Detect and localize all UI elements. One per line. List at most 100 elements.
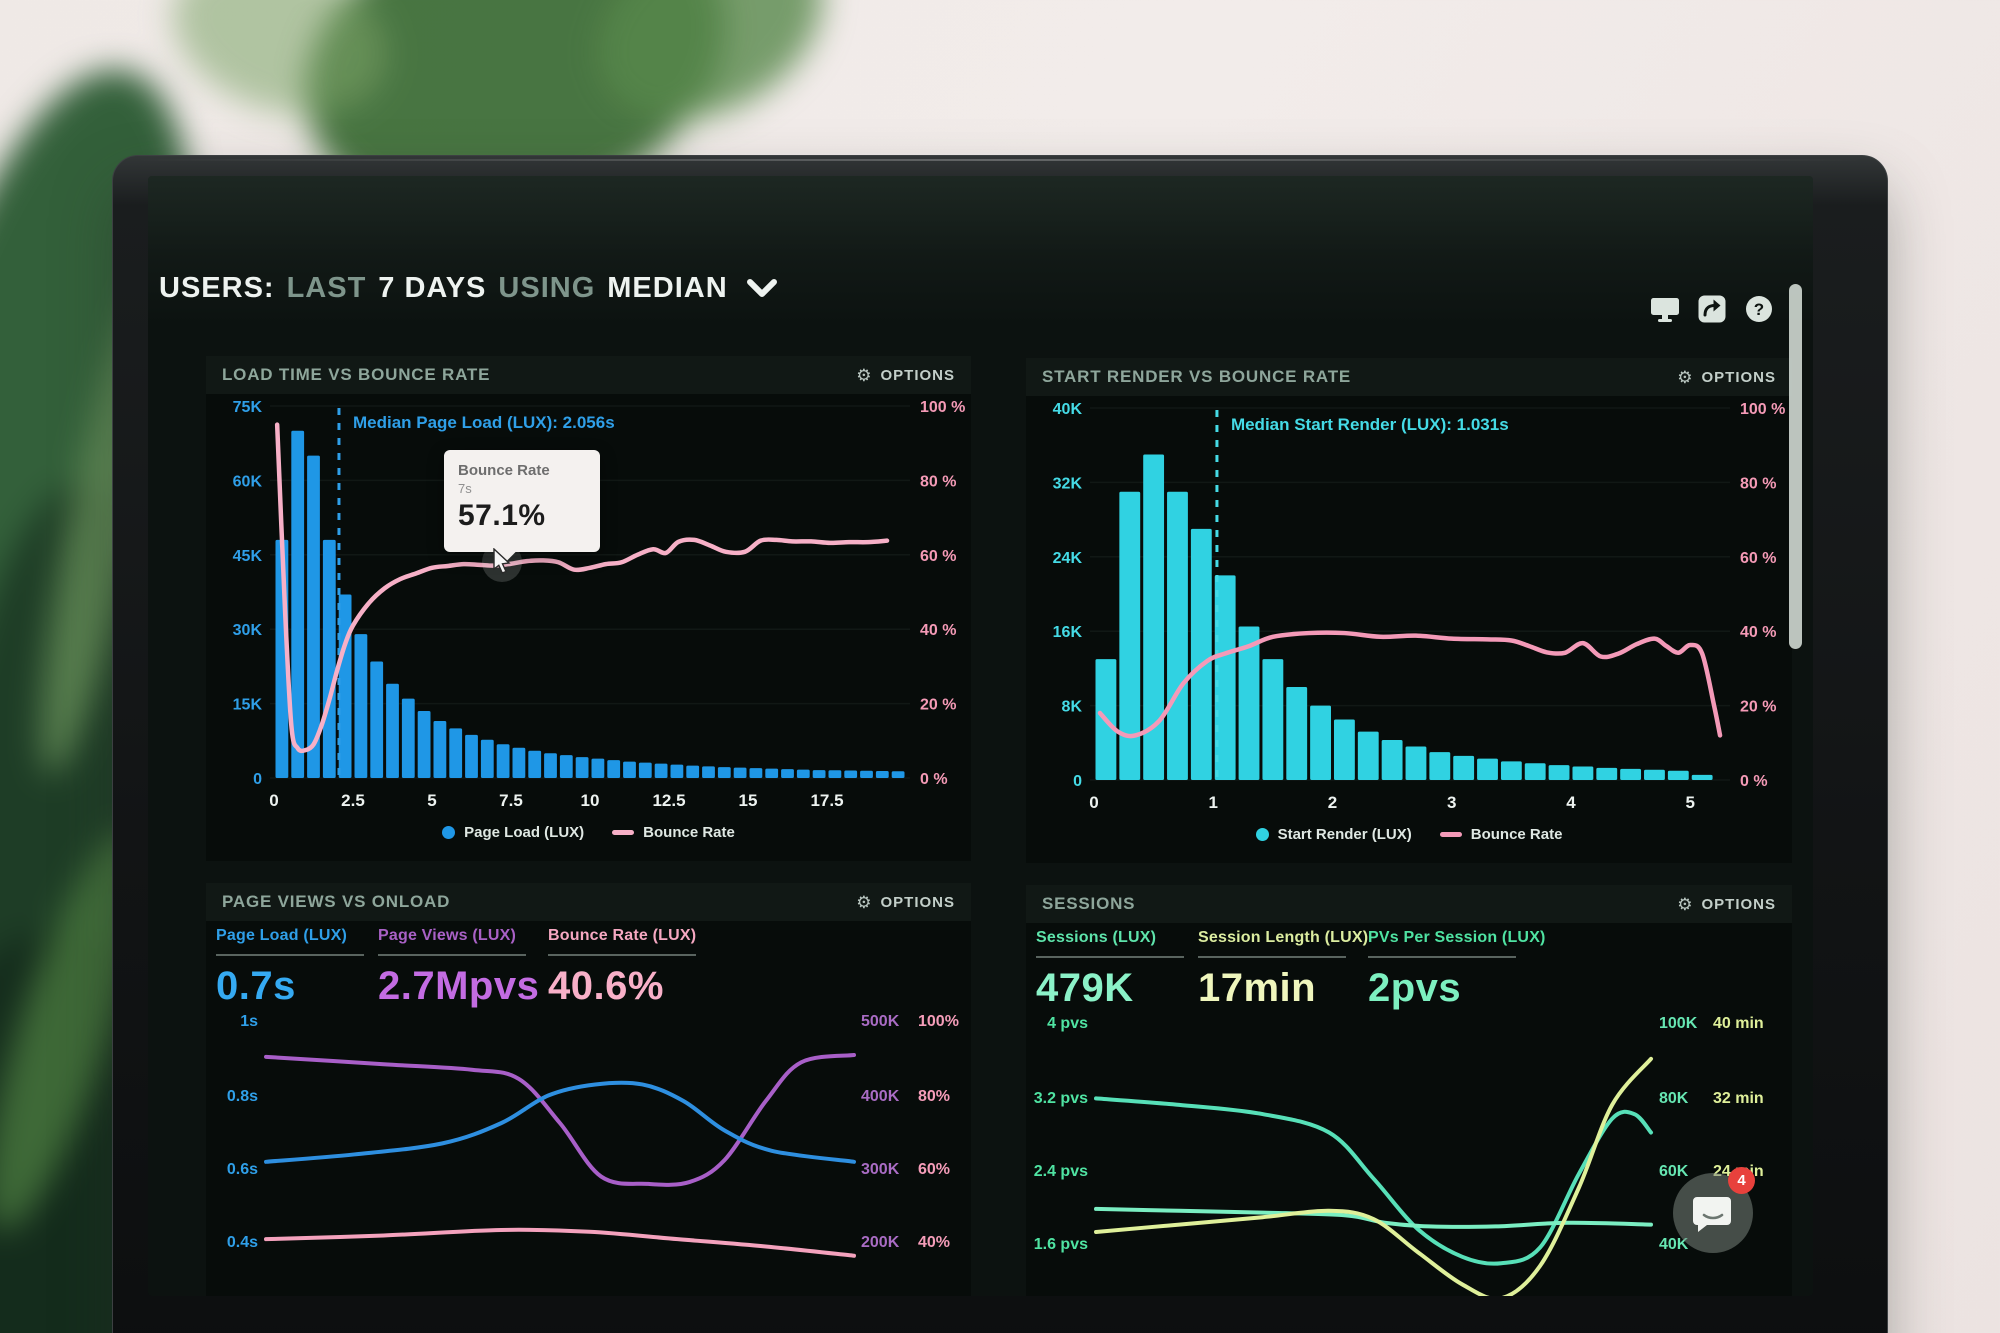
bar — [1548, 765, 1570, 780]
chat-widget-button[interactable]: 4 — [1673, 1167, 1755, 1253]
metrics-row: Page Load (LUX) 0.7s Page Views (LUX) 2.… — [206, 927, 971, 1008]
legend-line-marker — [1439, 831, 1462, 837]
bar — [891, 771, 905, 778]
right-axis-tick: 40K — [1659, 1236, 1689, 1253]
display-icon[interactable] — [1649, 294, 1681, 324]
right-axis-tick: 0 % — [1740, 773, 1768, 790]
metric-label: Page Views (LUX) — [378, 927, 517, 944]
bar — [512, 747, 526, 778]
bar — [1453, 755, 1475, 780]
left-axis-tick: 0 — [253, 771, 262, 788]
right-axis-tick: 60% — [918, 1161, 950, 1178]
title-word: USERS: — [159, 272, 275, 304]
metric-label: Page Load (LUX) — [216, 927, 348, 944]
bar — [354, 634, 368, 778]
bar — [1691, 774, 1713, 780]
x-axis-tick: 0 — [269, 791, 278, 810]
x-axis-tick: 7.5 — [499, 791, 523, 810]
bar — [1500, 761, 1522, 780]
options-button[interactable]: ⚙ OPTIONS — [856, 892, 955, 912]
left-axis-tick: 24K — [1053, 550, 1083, 567]
left-axis-tick: 75K — [233, 399, 263, 416]
bar — [749, 768, 763, 778]
left-axis-tick: 32K — [1053, 475, 1083, 492]
bounce-rate-line — [1097, 630, 1723, 739]
metric-underline — [1198, 956, 1346, 958]
bar — [480, 739, 494, 778]
bar — [465, 734, 478, 778]
notification-badge: 4 — [1728, 1167, 1755, 1194]
options-button[interactable]: ⚙ OPTIONS — [856, 365, 955, 385]
x-axis-tick: 15 — [739, 791, 758, 810]
right-axis-tick: 80 % — [1740, 475, 1776, 492]
help-icon[interactable]: ? — [1743, 294, 1775, 324]
right-axis-tick: 300K — [861, 1161, 900, 1178]
title-word: LAST — [286, 272, 367, 304]
legend-item[interactable]: Bounce Rate — [1439, 826, 1562, 843]
chat-bubble-icon — [1693, 1197, 1731, 1232]
panel-load-time-vs-bounce-rate: LOAD TIME VS BOUNCE RATE ⚙ OPTIONS 75K 10… — [206, 356, 971, 861]
sessions-chart-canvas: 4 pvs 100K 40 min 3.2 pvs 80K 32 min 2.4 pvs 60… — [1034, 1015, 1764, 1296]
bar — [338, 594, 352, 778]
left-axis-tick: 0 — [1073, 773, 1082, 790]
left-axis-tick: 0.6s — [227, 1161, 258, 1178]
legend-item[interactable]: Bounce Rate — [612, 824, 735, 841]
chart-tooltip: Bounce Rate 7s 57.1% — [444, 450, 600, 552]
left-axis-tick: 4 pvs — [1047, 1015, 1088, 1032]
metric-sessions: Sessions (LUX) 479K — [1036, 929, 1226, 1011]
metric-label: Bounce Rate (LUX) — [548, 927, 697, 944]
bounce-rate-line — [274, 422, 890, 754]
metric-bounce-rate: Bounce Rate (LUX) 40.6% — [548, 927, 738, 1009]
metric-underline — [1368, 956, 1516, 958]
scrollbar-thumb[interactable] — [1789, 284, 1802, 649]
legend-item[interactable]: Page Load (LUX) — [442, 824, 584, 841]
metric-underline — [548, 954, 696, 956]
metric-value: 2.7Mpvs — [378, 964, 540, 1008]
bar — [307, 455, 320, 778]
share-icon[interactable] — [1696, 294, 1728, 324]
bar — [1667, 770, 1689, 780]
tooltip-value: 57.1% — [458, 499, 546, 532]
left-axis-tick: 1s — [240, 1013, 258, 1030]
right-axis-tick: 40 % — [920, 622, 956, 639]
legend-label: Bounce Rate — [643, 823, 735, 841]
bar — [544, 753, 557, 778]
bar — [702, 766, 715, 778]
bar — [401, 698, 415, 778]
options-button[interactable]: ⚙ OPTIONS — [1677, 894, 1776, 914]
x-axis-tick: 2.5 — [341, 791, 365, 810]
right-axis-tick: 100% — [918, 1013, 959, 1030]
median-label: Median Page Load (LUX): 2.056s — [353, 413, 615, 432]
chart-legend: Start Render (LUX) Bounce Rate — [1026, 820, 1792, 848]
median-label: Median Start Render (LUX): 1.031s — [1231, 415, 1509, 434]
metric-session-length: Session Length (LUX) 17min — [1198, 929, 1388, 1011]
right-axis-tick: 20 % — [920, 697, 956, 714]
x-axis-tick: 4 — [1566, 793, 1576, 812]
bar — [433, 720, 447, 778]
metric-label: Session Length (LUX) — [1198, 929, 1369, 946]
right-axis-tick: 80K — [1659, 1090, 1689, 1107]
line-series-sessions — [1094, 1096, 1653, 1266]
bar — [1286, 687, 1308, 780]
chart-legend: Page Load (LUX) Bounce Rate — [206, 818, 971, 846]
options-button[interactable]: ⚙ OPTIONS — [1677, 367, 1776, 387]
right-axis-tick: 80% — [918, 1088, 950, 1105]
chevron-down-icon[interactable] — [746, 278, 777, 299]
load-time-chart-canvas: 75K 100 % 60K 80 % 45K 60 % 30K 40 % 15K 20 % 0 0 %… — [233, 399, 966, 810]
left-axis-tick: 1.6 pvs — [1034, 1236, 1088, 1253]
bar — [844, 770, 858, 778]
bar — [449, 728, 463, 778]
x-axis-tick: 17.5 — [810, 791, 843, 810]
metric-value: 0.7s — [216, 964, 296, 1008]
line-series-page-views — [264, 1052, 856, 1187]
left-axis-tick: 15K — [233, 697, 263, 714]
right-axis-tick: 60 % — [1740, 550, 1776, 567]
x-axis-tick: 3 — [1447, 793, 1456, 812]
bar — [291, 430, 305, 778]
bar — [417, 711, 431, 778]
legend-item[interactable]: Start Render (LUX) — [1255, 826, 1412, 843]
right-axis-tick: 500K — [861, 1013, 900, 1030]
right-axis-tick: 40% — [918, 1234, 950, 1251]
bar — [860, 770, 873, 778]
gear-icon: ⚙ — [1677, 894, 1694, 914]
